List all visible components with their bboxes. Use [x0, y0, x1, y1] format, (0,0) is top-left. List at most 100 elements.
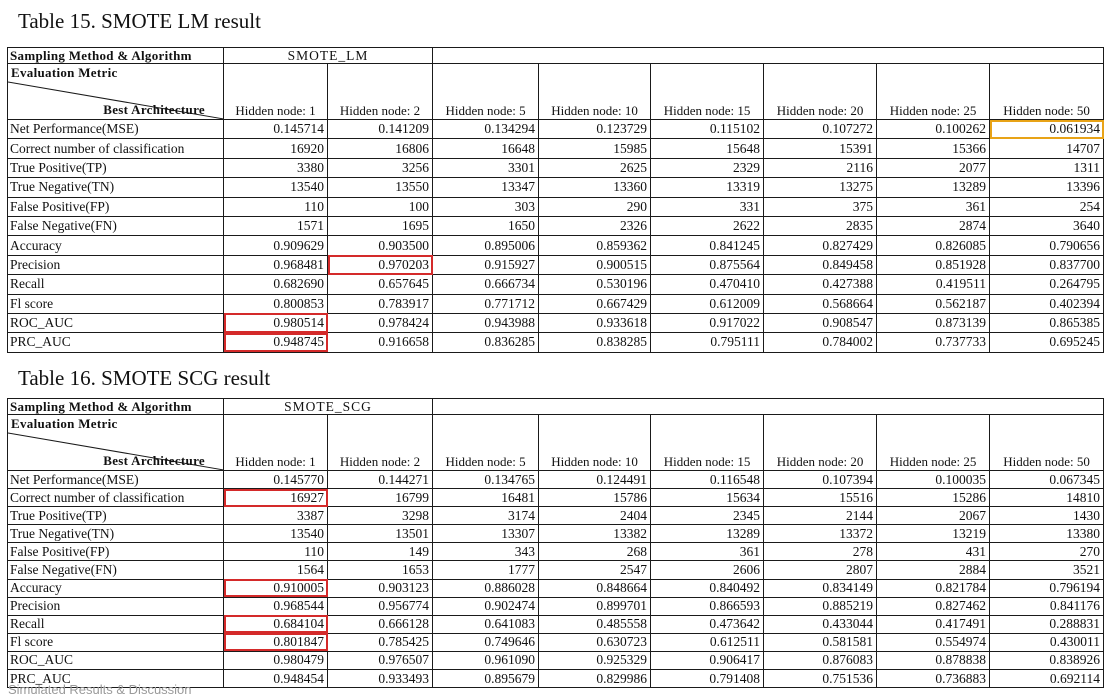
value-cell: 0.933493 — [326, 669, 434, 689]
value-cell: 0.899701 — [538, 596, 652, 616]
table-row: Correct number of classification 16927 167… — [7, 488, 1105, 508]
table-row: False Negative(FN) 1564 1653 1777 2547 2606 28… — [7, 560, 1105, 580]
column-header: Hidden node: 50 — [989, 63, 1105, 120]
value-cell: 0.878838 — [876, 650, 991, 671]
table-row: Accuracy 0.909629 0.903500 0.895006 0.859362… — [7, 235, 1105, 256]
table-body: Net Performance(MSE) 0.145770 0.144271 0.13… — [7, 469, 1105, 689]
value-cell: 0.886028 — [432, 578, 540, 598]
table-row: ROC_AUC 0.980479 0.976507 0.961090 0.925329 0… — [7, 650, 1105, 671]
value-cell: 0.903500 — [326, 235, 434, 256]
value-cell: 2807 — [763, 560, 878, 580]
value-cell: 0.875564 — [650, 254, 765, 276]
value-cell: 0.948454 — [223, 669, 328, 689]
metric-label: Correct number of classification — [7, 488, 224, 508]
value-cell: 13275 — [763, 177, 878, 198]
value-cell: 0.827429 — [763, 235, 878, 256]
value-cell: 0.976507 — [326, 650, 434, 671]
table-row: Recall 0.684104 0.666128 0.641083 0.485558 0.… — [7, 614, 1105, 634]
table-16-caption: Table 16. SMOTE SCG result — [18, 366, 271, 390]
metric-label: Net Performance(MSE) — [7, 118, 224, 140]
metric-label: False Positive(FP) — [7, 196, 224, 217]
value-cell: 0.562187 — [876, 293, 991, 314]
value-cell: 0.910005 — [223, 578, 328, 598]
value-cell: 278 — [763, 542, 878, 562]
value-cell: 0.790656 — [989, 235, 1105, 256]
metric-label: Precision — [7, 596, 224, 616]
value-cell: 16481 — [432, 488, 540, 508]
value-cell: 0.873139 — [876, 312, 991, 334]
value-cell: 149 — [326, 542, 434, 562]
column-header: Hidden node: 1 — [223, 414, 328, 471]
metric-label: ROC_AUC — [7, 312, 224, 334]
value-cell: 0.107272 — [763, 118, 878, 140]
value-cell: 361 — [876, 196, 991, 217]
value-cell: 0.134294 — [432, 118, 540, 140]
value-cell: 0.801847 — [223, 632, 328, 652]
value-cell: 3256 — [326, 157, 434, 179]
column-header: Hidden node: 20 — [763, 414, 878, 471]
value-cell: 0.834149 — [763, 578, 878, 598]
sampling-method-label: Sampling Method & Algorithm — [7, 398, 224, 415]
value-cell: 0.107394 — [763, 469, 878, 490]
value-cell: 361 — [650, 542, 765, 562]
value-cell: 0.612009 — [650, 293, 765, 314]
value-cell: 0.895679 — [432, 669, 540, 689]
value-cell: 0.909629 — [223, 235, 328, 256]
value-cell: 0.791408 — [650, 669, 765, 689]
value-cell: 0.908547 — [763, 312, 878, 334]
value-cell: 0.885219 — [763, 596, 878, 616]
value-cell: 100 — [326, 196, 434, 217]
value-cell: 3380 — [223, 157, 328, 179]
metric-label: True Negative(TN) — [7, 177, 224, 198]
value-cell: 1311 — [989, 157, 1105, 179]
value-cell: 3298 — [326, 506, 434, 526]
metric-label: Fl score — [7, 293, 224, 314]
value-cell: 1653 — [326, 560, 434, 580]
value-cell: 0.838285 — [538, 332, 652, 353]
table-row: False Negative(FN) 1571 1695 1650 2326 2622 28… — [7, 215, 1105, 237]
value-cell: 13540 — [223, 524, 328, 544]
value-cell: 331 — [650, 196, 765, 217]
value-cell: 2547 — [538, 560, 652, 580]
value-cell: 0.980514 — [223, 312, 328, 334]
value-cell: 2077 — [876, 157, 991, 179]
table-row: PRC_AUC 0.948454 0.933493 0.895679 0.829986 0… — [7, 669, 1105, 689]
column-header: Hidden node: 5 — [432, 414, 540, 471]
value-cell: 0.134765 — [432, 469, 540, 490]
column-header: Hidden node: 50 — [989, 414, 1105, 471]
value-cell: 0.849458 — [763, 254, 878, 276]
value-cell: 13396 — [989, 177, 1105, 198]
value-cell: 13289 — [876, 177, 991, 198]
column-header: Hidden node: 1 — [223, 63, 328, 120]
column-header: Hidden node: 25 — [876, 414, 991, 471]
value-cell: 268 — [538, 542, 652, 562]
column-header: Hidden node: 10 — [538, 414, 652, 471]
metric-label: Accuracy — [7, 235, 224, 256]
value-cell: 2884 — [876, 560, 991, 580]
value-cell: 14707 — [989, 138, 1105, 159]
footer-fragment: Simulated Results & Discussion — [8, 682, 192, 697]
value-cell: 0.841176 — [989, 596, 1105, 616]
value-cell: 0.980479 — [223, 650, 328, 671]
value-cell: 2144 — [763, 506, 878, 526]
value-cell: 13540 — [223, 177, 328, 198]
value-cell: 0.124491 — [538, 469, 652, 490]
value-cell: 0.581581 — [763, 632, 878, 652]
table-row: ROC_AUC 0.980514 0.978424 0.943988 0.933618 0… — [7, 312, 1105, 334]
table-row: Recall 0.682690 0.657645 0.666734 0.530196 0.… — [7, 274, 1105, 295]
value-cell: 0.840492 — [650, 578, 765, 598]
value-cell: 2625 — [538, 157, 652, 179]
table-row: Fl score 0.801847 0.785425 0.749646 0.630723… — [7, 632, 1105, 652]
value-cell: 13219 — [876, 524, 991, 544]
value-cell: 13347 — [432, 177, 540, 198]
diagonal-divider — [8, 81, 223, 119]
value-cell: 0.530196 — [538, 274, 652, 295]
value-cell: 2622 — [650, 215, 765, 237]
value-cell: 0.876083 — [763, 650, 878, 671]
value-cell: 1564 — [223, 560, 328, 580]
column-header: Hidden node: 20 — [763, 63, 878, 120]
value-cell: 0.473642 — [650, 614, 765, 634]
value-cell: 0.933618 — [538, 312, 652, 334]
value-cell: 0.895006 — [432, 235, 540, 256]
table-row: Net Performance(MSE) 0.145770 0.144271 0.13… — [7, 469, 1105, 490]
